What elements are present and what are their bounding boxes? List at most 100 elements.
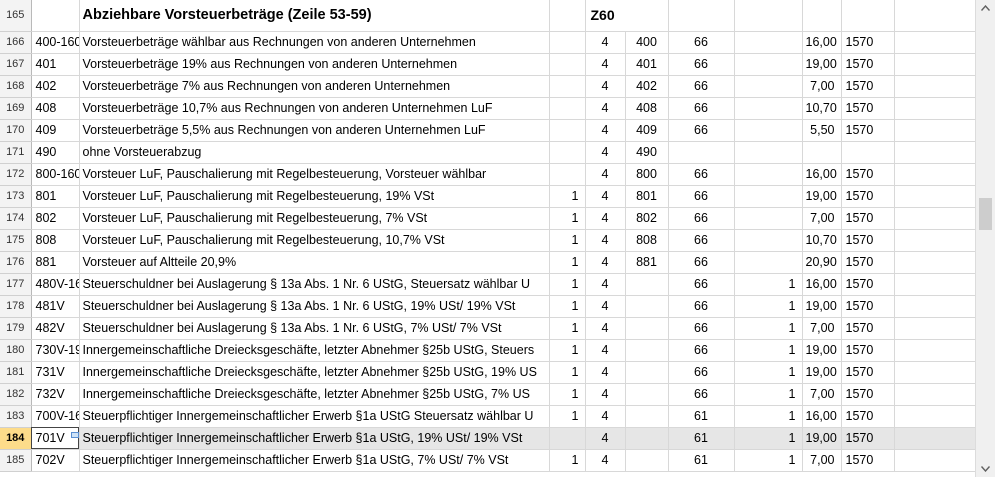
description-cell[interactable]: Steuerschuldner bei Auslagerung § 13a Ab…	[79, 317, 550, 340]
type-cell[interactable]: 4	[585, 31, 626, 54]
line-cell[interactable]: 66	[668, 383, 735, 406]
line-cell[interactable]: 66	[668, 339, 735, 362]
ledger-account-cell[interactable]: 1570	[841, 207, 895, 230]
type-cell[interactable]: 4	[585, 449, 626, 472]
cell[interactable]	[894, 141, 975, 164]
vertical-scrollbar[interactable]	[975, 0, 995, 477]
line-cell[interactable]: 66	[668, 163, 735, 186]
rate-cell[interactable]: 19,00	[802, 361, 842, 384]
code-cell[interactable]	[625, 383, 669, 406]
ledger-account-cell[interactable]: 1570	[841, 251, 895, 274]
rate-cell[interactable]: 16,00	[802, 31, 842, 54]
cell[interactable]	[894, 317, 975, 340]
type-cell[interactable]: 4	[585, 163, 626, 186]
code-cell[interactable]	[625, 317, 669, 340]
flag-cell[interactable]	[549, 163, 586, 186]
description-cell[interactable]: Vorsteuer auf Altteile 20,9%	[79, 251, 550, 274]
line-cell[interactable]: 61	[668, 449, 735, 472]
reverse-charge-cell[interactable]	[734, 163, 803, 186]
code-cell[interactable]: 800	[625, 163, 669, 186]
cell[interactable]	[894, 427, 975, 450]
code-cell[interactable]: 400	[625, 31, 669, 54]
flag-cell[interactable]	[549, 427, 586, 450]
rate-cell[interactable]: 19,00	[802, 185, 842, 208]
reverse-charge-cell[interactable]	[734, 229, 803, 252]
account-cell[interactable]: 480V-16	[31, 273, 80, 296]
cell[interactable]	[894, 119, 975, 142]
line-cell[interactable]: 66	[668, 97, 735, 120]
description-cell[interactable]: Innergemeinschaftliche Dreiecksgeschäfte…	[79, 361, 550, 384]
line-cell[interactable]: 66	[668, 229, 735, 252]
type-cell[interactable]: 4	[585, 317, 626, 340]
account-cell[interactable]: 700V-16	[31, 405, 80, 428]
line-cell[interactable]: 66	[668, 317, 735, 340]
cell[interactable]	[894, 251, 975, 274]
reverse-charge-cell[interactable]: 1	[734, 339, 803, 362]
type-cell[interactable]: 4	[585, 119, 626, 142]
reverse-charge-cell[interactable]: 1	[734, 295, 803, 318]
reverse-charge-cell[interactable]: 1	[734, 449, 803, 472]
line-cell[interactable]: 66	[668, 207, 735, 230]
line-cell[interactable]: 66	[668, 31, 735, 54]
line-cell[interactable]	[668, 141, 735, 164]
description-cell[interactable]: Steuerpflichtiger Innergemeinschaftliche…	[79, 427, 550, 450]
ledger-account-cell[interactable]: 1570	[841, 31, 895, 54]
reverse-charge-cell[interactable]: 1	[734, 317, 803, 340]
rate-cell[interactable]	[802, 141, 842, 164]
cell[interactable]	[894, 339, 975, 362]
cell[interactable]	[894, 163, 975, 186]
ledger-account-cell[interactable]: 1570	[841, 405, 895, 428]
description-cell[interactable]: Vorsteuerbeträge wählbar aus Rechnungen …	[79, 31, 550, 54]
description-cell[interactable]: Steuerschuldner bei Auslagerung § 13a Ab…	[79, 273, 550, 296]
section-code[interactable]: Z60	[585, 0, 669, 32]
cell[interactable]	[841, 0, 895, 32]
description-cell[interactable]: Vorsteuer LuF, Pauschalierung mit Regelb…	[79, 185, 550, 208]
type-cell[interactable]: 4	[585, 361, 626, 384]
active-cell[interactable]: 701V	[31, 427, 80, 450]
rate-cell[interactable]: 19,00	[802, 427, 842, 450]
line-cell[interactable]: 61	[668, 427, 735, 450]
row-header[interactable]: 167	[0, 53, 32, 76]
type-cell[interactable]: 4	[585, 405, 626, 428]
description-cell[interactable]: Steuerpflichtiger Innergemeinschaftliche…	[79, 405, 550, 428]
row-header[interactable]: 166	[0, 31, 32, 54]
description-cell[interactable]: Innergemeinschaftliche Dreiecksgeschäfte…	[79, 383, 550, 406]
reverse-charge-cell[interactable]	[734, 207, 803, 230]
cell[interactable]	[894, 361, 975, 384]
rate-cell[interactable]: 20,90	[802, 251, 842, 274]
reverse-charge-cell[interactable]	[734, 141, 803, 164]
row-header[interactable]: 180	[0, 339, 32, 362]
code-cell[interactable]: 408	[625, 97, 669, 120]
code-cell[interactable]: 401	[625, 53, 669, 76]
account-cell[interactable]: 481V	[31, 295, 80, 318]
reverse-charge-cell[interactable]	[734, 185, 803, 208]
type-cell[interactable]: 4	[585, 339, 626, 362]
ledger-account-cell[interactable]	[841, 141, 895, 164]
flag-cell[interactable]: 1	[549, 273, 586, 296]
line-cell[interactable]: 66	[668, 295, 735, 318]
ledger-account-cell[interactable]: 1570	[841, 273, 895, 296]
rate-cell[interactable]: 10,70	[802, 97, 842, 120]
flag-cell[interactable]: 1	[549, 383, 586, 406]
code-cell[interactable]: 801	[625, 185, 669, 208]
line-cell[interactable]: 66	[668, 361, 735, 384]
rate-cell[interactable]: 7,00	[802, 449, 842, 472]
code-cell[interactable]: 802	[625, 207, 669, 230]
cell[interactable]	[894, 53, 975, 76]
code-cell[interactable]	[625, 449, 669, 472]
line-cell[interactable]: 66	[668, 185, 735, 208]
type-cell[interactable]: 4	[585, 207, 626, 230]
ledger-account-cell[interactable]: 1570	[841, 361, 895, 384]
type-cell[interactable]: 4	[585, 295, 626, 318]
rate-cell[interactable]: 16,00	[802, 273, 842, 296]
row-header[interactable]: 169	[0, 97, 32, 120]
account-cell[interactable]: 400-160	[31, 31, 80, 54]
account-cell[interactable]: 802	[31, 207, 80, 230]
row-header[interactable]: 168	[0, 75, 32, 98]
cell[interactable]	[894, 229, 975, 252]
type-cell[interactable]: 4	[585, 229, 626, 252]
rate-cell[interactable]: 19,00	[802, 295, 842, 318]
rate-cell[interactable]: 16,00	[802, 405, 842, 428]
row-header[interactable]: 171	[0, 141, 32, 164]
description-cell[interactable]: ohne Vorsteuerabzug	[79, 141, 550, 164]
